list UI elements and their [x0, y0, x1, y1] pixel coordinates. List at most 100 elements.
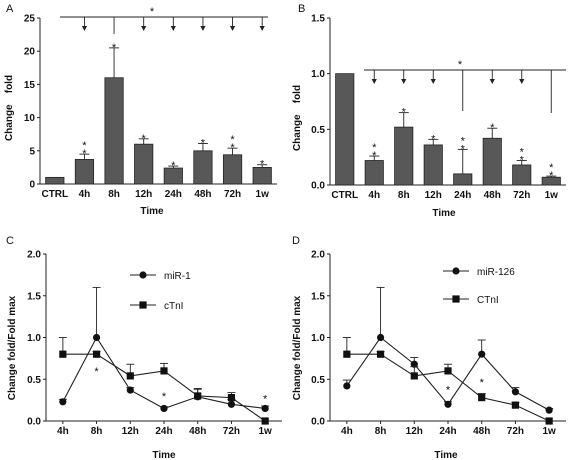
y-tick-label: 1.5	[27, 291, 41, 302]
point-miR-126	[511, 388, 520, 396]
y-tick-label: 0.5	[27, 375, 41, 386]
x-tick-label: 24h	[155, 426, 172, 437]
y-tick-label: 0.5	[311, 375, 325, 386]
point-CTnI	[343, 350, 351, 358]
bar-12h	[134, 143, 154, 185]
panel-d-label: D	[292, 235, 300, 247]
significance-star: *	[549, 162, 554, 174]
x-tick-label: 24h	[454, 190, 471, 201]
x-tick-label: 48h	[484, 190, 501, 201]
y-tick-label: 1.0	[311, 333, 325, 344]
bar-4h	[364, 160, 384, 186]
point-CTnI	[410, 372, 418, 380]
legend-label-miR-1: miR-1	[164, 271, 191, 282]
bar-48h	[482, 137, 502, 186]
point-miR-126	[478, 350, 486, 358]
panel-c-ylabel: Change fold/Fold max	[7, 295, 18, 400]
point-cTnI	[261, 417, 269, 425]
legend-marker	[139, 301, 147, 309]
x-tick-label: 4h	[368, 190, 380, 201]
bracket-arrow-head	[81, 26, 88, 31]
point-miR-126	[545, 406, 553, 414]
point-CTnI	[478, 394, 486, 402]
x-tick-label: 72h	[507, 426, 524, 437]
point-cTnI	[160, 367, 168, 375]
panel-c-xlabel: Time	[152, 450, 176, 460]
y-tick-label: 10	[24, 113, 36, 124]
panel-a-label: A	[6, 3, 14, 15]
point-cTnI	[59, 350, 67, 358]
bar-48h	[193, 150, 213, 185]
bar-24h	[453, 173, 473, 186]
x-tick-label: 1w	[256, 189, 270, 200]
y-tick-label: 0.0	[27, 417, 41, 428]
x-tick-label: 48h	[194, 189, 211, 200]
x-tick-label: 12h	[425, 190, 442, 201]
legend-marker	[452, 295, 460, 303]
bracket-arrow-head	[170, 26, 176, 31]
bracket-arrow-head	[401, 79, 407, 84]
bar-8h	[104, 77, 124, 185]
panel-a-xlabel: Time	[140, 206, 164, 217]
significance-star: *	[520, 155, 525, 167]
panel-d-xlabel: Time	[434, 450, 458, 460]
y-tick-label: 0	[29, 180, 35, 191]
point-miR-1	[261, 404, 269, 413]
point-CTnI	[511, 401, 520, 409]
point-miR-126	[343, 382, 351, 390]
x-tick-label: 8h	[91, 426, 103, 437]
y-tick-label: 5	[29, 146, 35, 157]
significance-star: *	[461, 143, 466, 155]
point-cTnI	[194, 392, 202, 400]
x-tick-label: 48h	[189, 426, 206, 437]
y-tick-label: 25	[24, 14, 36, 25]
panel-d-ylabel: Change fold/Fold max	[292, 295, 303, 400]
legend-label-cTnI: cTnI	[164, 301, 183, 312]
bracket-arrow-head	[371, 79, 377, 84]
significance-star: *	[82, 148, 87, 160]
significance-star: *	[171, 160, 176, 172]
panel-c-label: C	[6, 235, 14, 247]
point-miR-1	[126, 386, 134, 394]
x-tick-label: 72h	[223, 426, 240, 437]
y-tick-label: 1.0	[27, 333, 41, 344]
significance-star: *	[446, 384, 451, 396]
x-tick-label: 8h	[375, 426, 387, 437]
significance-star: *	[402, 107, 407, 119]
x-tick-label: 24h	[439, 426, 456, 437]
bracket-arrow-head	[229, 26, 236, 31]
point-miR-1	[227, 400, 236, 408]
x-tick-label: 12h	[122, 426, 139, 437]
bracket-arrow-head	[519, 79, 525, 84]
x-tick-label: 48h	[473, 426, 490, 437]
x-tick-label: 12h	[406, 426, 423, 437]
significance-star: *	[162, 391, 167, 403]
panel-b-xlabel: Time	[432, 208, 456, 219]
significance-star: *	[112, 42, 117, 54]
x-tick-label: 1w	[542, 426, 556, 437]
y-tick-label: 20	[24, 47, 36, 58]
x-tick-label: 72h	[513, 190, 530, 201]
x-tick-label: 4h	[79, 189, 91, 200]
significance-star: *	[549, 170, 554, 182]
y-tick-label: 0.5	[311, 125, 325, 136]
significance-star: *	[461, 135, 466, 147]
x-tick-label: 8h	[398, 190, 410, 201]
point-CTnI	[376, 350, 385, 358]
significance-star: *	[431, 133, 436, 145]
y-tick-label: 2.0	[311, 250, 325, 261]
significance-star: *	[201, 137, 206, 149]
x-tick-label: 1w	[545, 190, 559, 201]
bracket-star: *	[150, 6, 155, 18]
legend-marker	[452, 267, 460, 275]
bar-CTRL	[45, 176, 65, 185]
x-tick-label: 4h	[57, 426, 69, 437]
bar-4h	[74, 159, 95, 185]
bar-72h	[222, 154, 243, 185]
x-tick-label: 8h	[108, 189, 120, 200]
panel-d: D Change fold/Fold max Time 0.0 0.5 1.0 1.5…	[292, 235, 566, 460]
panel-a: A Change fold Time 0510152025CTRL**4h*8h…	[4, 3, 277, 217]
y-tick-label: 15	[24, 80, 36, 91]
legend-marker	[139, 271, 147, 279]
